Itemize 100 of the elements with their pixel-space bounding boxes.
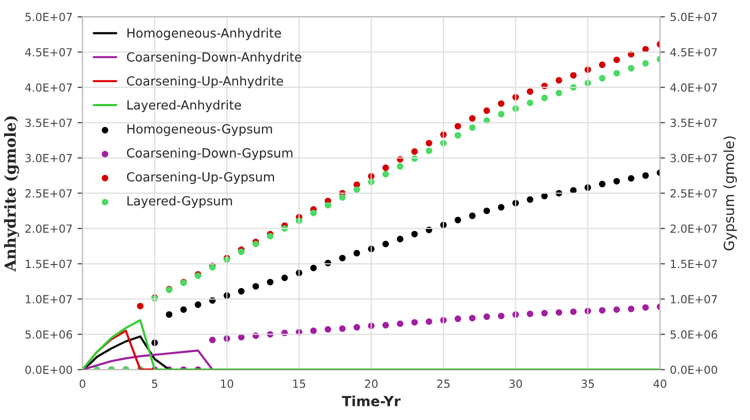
point <box>382 164 389 172</box>
point <box>628 306 634 312</box>
legend-label: Homogeneous-Anhydrite <box>127 28 281 40</box>
point <box>238 288 245 295</box>
point <box>469 124 476 131</box>
point <box>426 140 432 146</box>
point <box>266 278 274 286</box>
point <box>411 148 418 155</box>
point <box>556 309 562 316</box>
point <box>382 170 389 178</box>
point <box>541 310 548 316</box>
x-tick-label: 25 <box>437 380 450 388</box>
point <box>598 62 606 68</box>
point <box>454 122 462 130</box>
point <box>354 186 360 193</box>
point <box>396 163 404 170</box>
point <box>498 110 504 118</box>
point <box>598 180 606 188</box>
point <box>194 301 202 308</box>
x-tick-label: 5 <box>152 380 158 388</box>
legend-label: Coarsening-Up-Gypsum <box>126 172 274 184</box>
y2-axis-title: Gypsum (gmole) <box>723 136 737 250</box>
point <box>628 175 634 182</box>
x-tick-label: 20 <box>364 380 378 388</box>
point <box>526 310 534 318</box>
y2-tick-label: 1.5E+07 <box>670 260 717 268</box>
point <box>238 248 245 256</box>
point <box>454 216 462 224</box>
point <box>310 328 317 334</box>
x-tick-label: 35 <box>582 380 594 388</box>
legend-label: Layered-Gypsum <box>127 196 232 208</box>
y2-tick-label: 3.0E+07 <box>670 154 717 162</box>
point <box>469 314 476 322</box>
point <box>526 88 534 95</box>
point <box>483 313 490 320</box>
point <box>136 302 144 310</box>
y-tick-label: 4.0E+07 <box>25 83 72 92</box>
y-tick-label: 3.0E+07 <box>25 154 72 162</box>
point <box>354 250 360 256</box>
x-tick-label: 30 <box>509 380 522 388</box>
point <box>382 322 389 328</box>
x-axis-title: Time-Yr <box>342 396 401 406</box>
point <box>498 312 504 320</box>
point <box>483 208 490 214</box>
point <box>598 307 606 314</box>
point <box>642 60 649 67</box>
y-tick-label: 2.5E+07 <box>25 189 72 198</box>
point <box>339 254 346 262</box>
point <box>556 77 562 84</box>
y-tick-label: 4.5E+07 <box>25 48 72 56</box>
point <box>324 326 332 333</box>
point <box>469 115 476 122</box>
y2-tick-label: 5.0E+06 <box>670 330 718 339</box>
point <box>411 230 418 238</box>
y-tick-label: 0.0E+00 <box>25 366 72 374</box>
point <box>469 212 476 220</box>
x-tick-label: 15 <box>293 380 306 388</box>
point <box>642 172 649 179</box>
point <box>252 283 260 290</box>
point <box>613 306 620 313</box>
point <box>310 264 317 272</box>
point <box>310 210 317 216</box>
y2-tick-label: 3.5E+07 <box>670 118 717 128</box>
point <box>454 316 462 322</box>
point <box>598 74 606 82</box>
y2-tick-label: 1.0E+07 <box>670 295 717 304</box>
y-tick-label: 1.0E+07 <box>26 295 72 304</box>
point <box>180 306 187 313</box>
y-tick-label: 2.0E+07 <box>25 224 72 233</box>
point <box>396 236 404 242</box>
point <box>339 194 346 201</box>
x-tick-label: 40 <box>653 380 666 388</box>
y-tick-label: 5.0E+07 <box>25 12 72 22</box>
point <box>628 65 634 72</box>
point <box>613 178 620 184</box>
point <box>281 274 288 282</box>
legend-label: Coarsening-Down-Gypsum <box>126 148 292 160</box>
point <box>642 304 649 311</box>
point <box>498 204 504 211</box>
legend-label: Layered-Anhydrite <box>127 100 241 112</box>
point <box>570 308 577 315</box>
y-axis-title: Anhydrite (gmole) <box>4 116 20 272</box>
x-tick-label: 10 <box>221 380 234 388</box>
point <box>556 90 562 96</box>
x-tick-label: 0 <box>80 380 86 388</box>
point <box>613 70 620 77</box>
point <box>339 325 346 332</box>
point <box>411 319 418 326</box>
point <box>613 56 620 64</box>
point <box>526 100 534 106</box>
y-tick-label: 3.5E+07 <box>25 118 72 128</box>
y2-tick-label: 2.5E+07 <box>670 189 717 198</box>
point <box>498 100 504 107</box>
y2-tick-label: 5.0E+07 <box>670 12 717 22</box>
point <box>324 202 332 208</box>
point <box>541 94 548 102</box>
y2-tick-label: 4.5E+07 <box>670 48 717 56</box>
legend-label: Homogeneous-Gypsum <box>127 124 272 136</box>
y2-tick-label: 2.0E+07 <box>670 224 717 233</box>
point <box>382 240 389 248</box>
